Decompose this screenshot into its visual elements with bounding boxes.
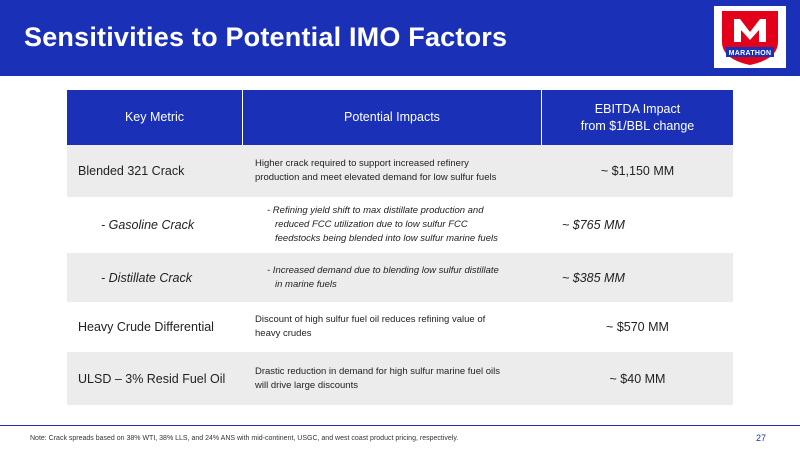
impact-line: - Increased demand due to blending low s… — [267, 264, 499, 276]
metric-cell: Blended 321 Crack — [78, 164, 185, 178]
impact-line: production and meet elevated demand for … — [255, 172, 497, 183]
impact-line: in marine fuels — [275, 278, 337, 290]
footer-divider — [0, 425, 800, 426]
table-header-row: Key Metric Potential Impacts EBITDA Impa… — [67, 90, 733, 145]
impact-line: heavy crudes — [255, 328, 312, 339]
impact-line: Higher crack required to support increas… — [255, 158, 469, 169]
metric-cell: - Distillate Crack — [101, 270, 192, 285]
sensitivity-table: Key Metric Potential Impacts EBITDA Impa… — [67, 90, 733, 405]
footnote: Note: Crack spreads based on 38% WTI, 38… — [30, 435, 459, 442]
impact-line: - Refining yield shift to max distillate… — [267, 205, 484, 216]
impact-line: will drive large discounts — [255, 379, 358, 391]
marathon-logo: MARATHON — [714, 6, 786, 68]
impact-line: reduced FCC utilization due to low sulfu… — [275, 219, 468, 230]
table-row: - Gasoline Crack - Refining yield shift … — [67, 197, 733, 253]
logo-wordmark: MARATHON — [728, 50, 772, 57]
col-header-ebitda-line-1: EBITDA Impact — [594, 101, 681, 116]
impact-cell: - Increased demand due to blending low s… — [243, 253, 542, 302]
col-header-ebitda-line-2: from $1/BBL change — [580, 118, 695, 133]
metric-cell: - Gasoline Crack — [101, 218, 195, 232]
col-header-key-metric: Key Metric — [67, 90, 243, 145]
impact-line: feedstocks being blended into low sulfur… — [275, 233, 498, 244]
table-row: ULSD – 3% Resid Fuel Oil Drastic reducti… — [67, 352, 733, 405]
ebitda-cell: ~ $40 MM — [609, 371, 666, 386]
slide-header: Sensitivities to Potential IMO Factors M… — [0, 0, 800, 76]
col-header-potential-impacts: Potential Impacts — [243, 90, 542, 145]
col-header-ebitda-impact: EBITDA Impact from $1/BBL change — [542, 90, 733, 145]
ebitda-cell: ~ $765 MM — [562, 218, 625, 232]
impact-line: Drastic reduction in demand for high sul… — [255, 365, 501, 377]
impact-line: Discount of high sulfur fuel oil reduces… — [255, 314, 486, 325]
impact-cell: Drastic reduction in demand for high sul… — [243, 352, 542, 405]
slide-title: Sensitivities to Potential IMO Factors — [24, 22, 508, 52]
table-row: Heavy Crude Differential Discount of hig… — [67, 302, 733, 352]
ebitda-cell: ~ $570 MM — [606, 320, 669, 334]
table-row: - Distillate Crack - Increased demand du… — [67, 253, 733, 302]
impact-cell: - Refining yield shift to max distillate… — [243, 197, 542, 253]
ebitda-cell: ~ $1,150 MM — [600, 164, 675, 178]
impact-cell: Higher crack required to support increas… — [243, 145, 542, 197]
ebitda-cell: ~ $385 MM — [562, 270, 625, 285]
marathon-logo-icon — [722, 11, 778, 65]
metric-cell: ULSD – 3% Resid Fuel Oil — [78, 371, 226, 386]
impact-cell: Discount of high sulfur fuel oil reduces… — [243, 302, 542, 352]
page-number: 27 — [756, 433, 767, 443]
metric-cell: Heavy Crude Differential — [78, 320, 214, 334]
table-row: Blended 321 Crack Higher crack required … — [67, 145, 733, 197]
